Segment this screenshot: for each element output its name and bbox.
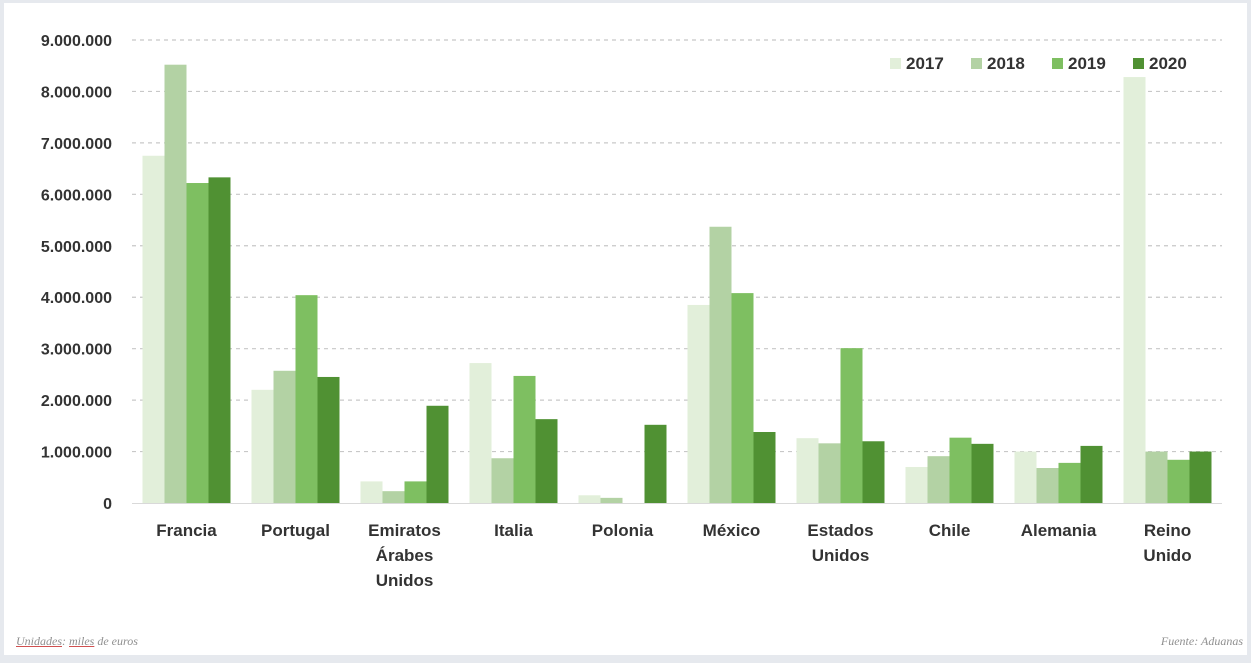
bar-2018 xyxy=(600,497,623,503)
category-label: Alemania xyxy=(1021,521,1097,540)
bar-2017 xyxy=(578,495,601,503)
bar-2019 xyxy=(840,348,863,503)
chart-footer: Unidades: miles de euros Fuente: Aduanas xyxy=(4,631,1247,649)
bar-2019 xyxy=(949,437,972,503)
y-tick-label: 3.000.000 xyxy=(41,342,112,359)
legend: 2017 2018 2019 2020 xyxy=(890,54,1187,73)
category-label: Reino Unido xyxy=(1143,521,1191,565)
bar-2018 xyxy=(1145,451,1168,503)
bar-2020 xyxy=(862,441,885,503)
gridlines xyxy=(132,39,1222,453)
bar-2020 xyxy=(426,405,449,503)
legend-swatch xyxy=(1052,58,1063,69)
legend-swatch xyxy=(1133,58,1144,69)
legend-label: 2019 xyxy=(1068,54,1106,73)
bar-2017 xyxy=(142,155,165,503)
units-label: Unidades xyxy=(16,634,62,648)
bar-2018 xyxy=(927,456,950,503)
units-note: Unidades: miles de euros xyxy=(16,634,138,649)
legend-swatch xyxy=(890,58,901,69)
y-tick-label: 6.000.000 xyxy=(41,187,112,204)
bar-2017 xyxy=(251,389,274,503)
bar-2019 xyxy=(1167,459,1190,503)
bar-2018 xyxy=(273,370,296,503)
legend-label: 2018 xyxy=(987,54,1025,73)
bar-2020 xyxy=(644,424,667,503)
y-tick-label: 8.000.000 xyxy=(41,84,112,101)
category-label: Polonia xyxy=(592,521,654,540)
bar-2020 xyxy=(1080,445,1103,503)
bar-2017 xyxy=(469,363,492,503)
category-label: Portugal xyxy=(261,521,330,540)
bar-chart: 0 1.000.000 2.000.000 3.000.000 4.000.000 5.0… xyxy=(41,33,1222,590)
y-tick-label: 0 xyxy=(103,496,112,513)
bar-2018 xyxy=(1036,468,1059,503)
bar-2018 xyxy=(164,64,187,503)
source-note: Fuente: Aduanas xyxy=(1160,634,1243,648)
units-colon: : xyxy=(62,634,66,648)
bar-2020 xyxy=(753,432,776,503)
legend-label: 2017 xyxy=(906,54,944,73)
bar-2018 xyxy=(382,491,405,503)
bar-2019 xyxy=(513,375,536,503)
chart-panel: 0 1.000.000 2.000.000 3.000.000 4.000.000 5.0… xyxy=(4,3,1247,655)
y-tick-label: 2.000.000 xyxy=(41,393,112,410)
bar-2018 xyxy=(818,443,841,503)
units-rest: de euros xyxy=(94,634,138,648)
bar-2017 xyxy=(687,304,710,503)
bar-2020 xyxy=(208,177,231,503)
bar-2018 xyxy=(491,458,514,503)
category-label: Italia xyxy=(494,521,533,540)
bar-2019 xyxy=(1058,462,1081,503)
category-label: Emiratos Árabes Unidos xyxy=(368,521,441,590)
bar-2017 xyxy=(1014,451,1037,503)
bar-2019 xyxy=(731,293,754,503)
legend-label: 2020 xyxy=(1149,54,1187,73)
category-labels: Francia Portugal Emiratos Árabes Unidos Itali… xyxy=(156,521,1191,590)
bar-2017 xyxy=(905,466,928,503)
legend-swatch xyxy=(971,58,982,69)
bar-2017 xyxy=(796,438,819,503)
category-label: México xyxy=(703,521,761,540)
y-tick-label: 7.000.000 xyxy=(41,136,112,153)
category-label: Chile xyxy=(929,521,971,540)
bar-2019 xyxy=(186,183,209,503)
bar-2019 xyxy=(295,295,318,503)
bars xyxy=(142,64,1212,503)
y-tick-label: 1.000.000 xyxy=(41,445,112,462)
y-tick-label: 9.000.000 xyxy=(41,33,112,50)
bar-2020 xyxy=(1189,451,1212,503)
y-tick-label: 5.000.000 xyxy=(41,239,112,256)
bar-2020 xyxy=(535,419,558,503)
bar-2020 xyxy=(317,376,340,503)
y-tick-label: 4.000.000 xyxy=(41,290,112,307)
bar-2020 xyxy=(971,443,994,503)
bar-2019 xyxy=(404,481,427,503)
category-label: Estados Unidos xyxy=(807,521,873,565)
bar-2017 xyxy=(1123,77,1146,503)
bar-2017 xyxy=(360,481,383,503)
category-label: Francia xyxy=(156,521,217,540)
bar-2018 xyxy=(709,226,732,503)
units-value-word: miles xyxy=(69,634,95,648)
y-axis-ticks: 0 1.000.000 2.000.000 3.000.000 4.000.000 5.0… xyxy=(41,33,112,513)
